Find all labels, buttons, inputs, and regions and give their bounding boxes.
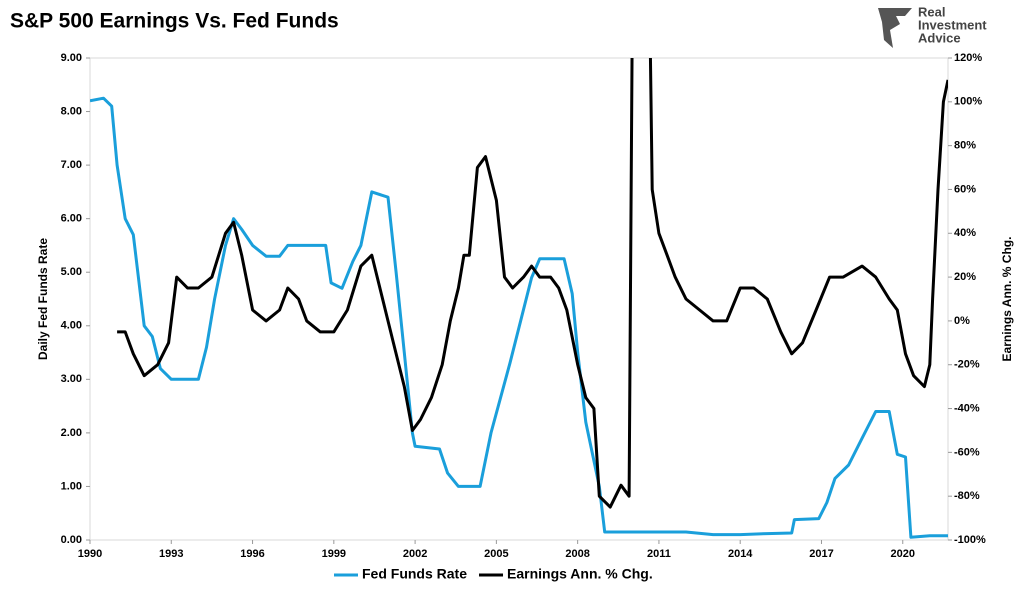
y-tick-label: 0.00 [61,534,82,546]
x-tick-label: 2005 [484,548,508,560]
x-tick-label: 2017 [809,548,833,560]
legend-label: Earnings Ann. % Chg. [507,566,653,582]
y2-tick-label: 80% [954,140,976,152]
y-tick-label: 2.00 [61,427,82,439]
x-tick-label: 2014 [728,548,753,560]
y-tick-label: 3.00 [61,373,82,385]
logo-text: Investment [918,17,987,32]
y-tick-label: 5.00 [61,266,82,278]
logo-icon [878,8,912,48]
logo-text: Real [918,4,945,19]
y-axis-title: Daily Fed Funds Rate [36,238,50,360]
x-tick-label: 1996 [240,548,264,560]
line-series [90,96,948,539]
y2-tick-label: 100% [954,96,982,108]
plot-frame [89,57,949,541]
y2-tick-label: 60% [954,183,976,195]
logo: Real Investment Advice [878,4,987,48]
y-tick-label: 1.00 [61,480,82,492]
y2-tick-label: 120% [954,52,982,64]
y2-tick-label: 0% [954,315,970,327]
line-series [117,58,948,509]
y-tick-label: 8.00 [61,105,82,117]
y2-tick-label: -20% [954,359,980,371]
y-tick-label: 4.00 [61,320,82,332]
y2-tick-label: -60% [954,446,980,458]
chart-title: S&P 500 Earnings Vs. Fed Funds [10,10,339,33]
y-tick-label: 6.00 [61,213,82,225]
x-tick-label: 2002 [403,548,427,560]
x-tick-label: 1993 [159,548,183,560]
y2-tick-label: -100% [954,534,986,546]
x-tick-label: 2008 [565,548,589,560]
x-tick-label: 2020 [891,548,915,560]
plot-area [90,58,948,539]
y-tick-label: 7.00 [61,159,82,171]
x-tick-label: 1999 [322,548,346,560]
y-tick-label: 9.00 [61,52,82,64]
logo-text: Advice [918,30,961,45]
y2-tick-label: -40% [954,402,980,414]
x-tick-label: 2011 [647,548,671,560]
legend-label: Fed Funds Rate [362,566,467,582]
y2-tick-label: -80% [954,490,980,502]
y2-tick-label: 20% [954,271,976,283]
x-tick-label: 1990 [78,548,102,560]
y2-tick-label: 40% [954,227,976,239]
y2-axis-title: Earnings Ann. % Chg. [1000,237,1014,362]
